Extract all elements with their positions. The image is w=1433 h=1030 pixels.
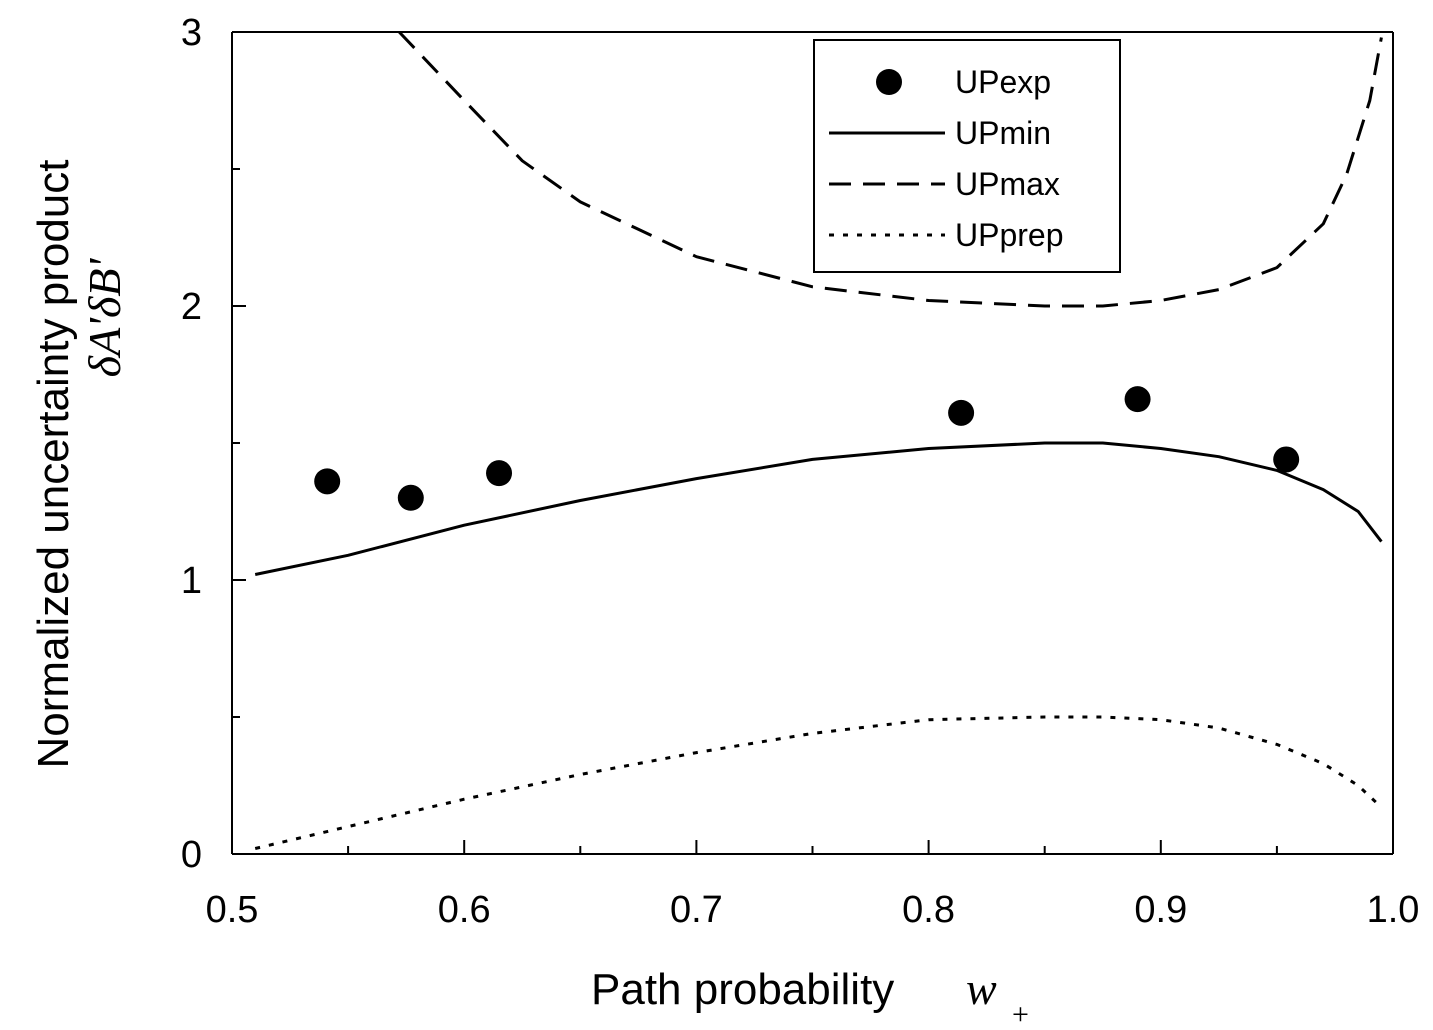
x-tick-label: 0.9 [1134,889,1187,931]
x-axis-subscript: + [1012,998,1029,1030]
data-point-upexp [948,399,975,426]
x-axis-label: Path probability [591,965,894,1014]
data-point-upexp [397,484,424,511]
y-tick-label: 3 [181,12,202,54]
legend-box [813,39,1121,273]
series-line-upmax [398,30,1383,308]
legend-item-upmin: UPmin [829,115,1051,151]
data-point-upexp [486,460,513,487]
x-ticks: 0.5 0.6 0.7 0.8 0.9 1.0 [206,840,1420,931]
legend-item-upprep: UPprep [829,217,1064,253]
legend-label-upprep: UPprep [955,217,1064,253]
series-line-upmin [254,441,1383,576]
x-axis-symbol: w [966,963,997,1014]
legend-item-upexp: UPexp [876,64,1051,100]
series-layer [254,30,1383,850]
legend-label-upmax: UPmax [955,166,1060,202]
x-tick-label: 1.0 [1367,889,1420,931]
legend-label-upexp: UPexp [955,64,1051,100]
x-tick-label: 0.5 [206,889,259,931]
data-point-upexp [1273,446,1300,473]
y-axis-symbol: δA'δB' [79,258,130,378]
legend-item-upmax: UPmax [829,166,1060,202]
y-tick-label: 0 [181,834,202,876]
legend-label-upmin: UPmin [955,115,1051,151]
data-point-upexp [1124,386,1151,413]
y-ticks: 0 1 2 3 [181,12,246,876]
series-upexp [314,386,1300,511]
y-tick-label: 1 [181,560,202,602]
legend-marker-upexp [876,69,902,95]
x-tick-label: 0.6 [438,889,491,931]
x-tick-label: 0.7 [670,889,723,931]
legend: UPexp UPmin UPmax UPprep [813,39,1121,273]
series-line-upprep [254,715,1383,850]
data-point-upexp [314,468,341,495]
x-axis-title: Path probability w + [591,963,1029,1030]
x-tick-label: 0.8 [902,889,955,931]
plot-frame [231,31,1394,855]
y-axis-label: Normalized uncertainty product [29,160,78,769]
y-tick-label: 2 [181,286,202,328]
